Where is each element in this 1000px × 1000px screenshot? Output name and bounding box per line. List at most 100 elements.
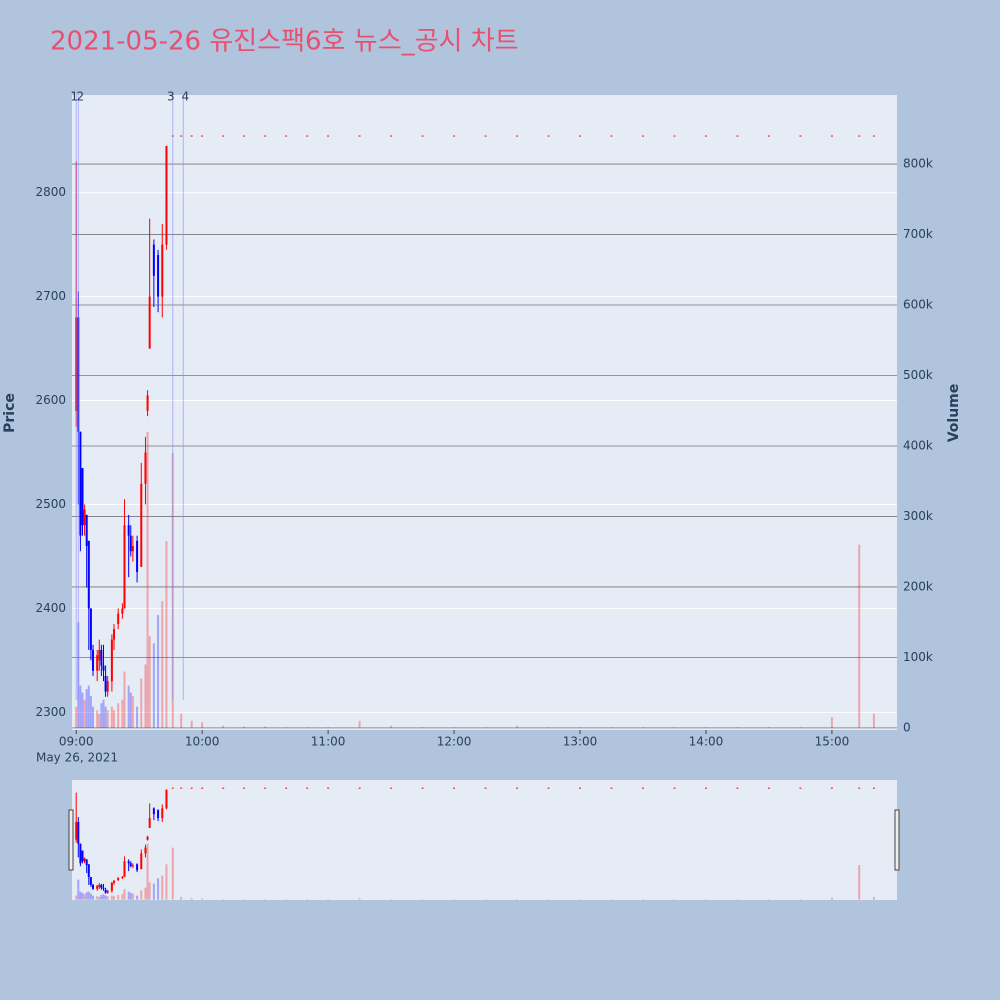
candle-body (484, 135, 487, 137)
candle-body (106, 681, 109, 692)
candle-body (157, 255, 160, 297)
candle-body (390, 135, 393, 137)
candle-body (112, 629, 115, 640)
volume-bar (264, 726, 267, 728)
candle-body (306, 787, 309, 789)
volume-bar (190, 720, 193, 728)
y-axis-title: Price (2, 393, 18, 433)
volume-bar (421, 727, 424, 728)
candle-body (96, 885, 99, 889)
candle-body (117, 613, 120, 624)
volume-bar (641, 899, 644, 900)
volume-bar (421, 899, 424, 900)
volume-bar (736, 899, 739, 900)
candle-body (110, 882, 113, 891)
candle-body (327, 787, 330, 789)
candle-body (157, 810, 160, 819)
volume-bar (98, 896, 101, 900)
volume-bar (484, 727, 487, 728)
candle-body (81, 850, 84, 862)
candle-body (704, 787, 707, 789)
volume-bar (579, 899, 582, 900)
candle-body (79, 431, 82, 536)
candle-body (102, 665, 105, 671)
volume-bar (736, 727, 739, 728)
candle-body (799, 135, 802, 137)
candle-body (736, 135, 739, 137)
candle-body (579, 135, 582, 137)
volume-bar (190, 898, 193, 900)
candle-body (112, 880, 115, 883)
volume-bar (117, 894, 120, 900)
volume-bar (516, 899, 519, 900)
volume-bar (390, 899, 393, 900)
candle-body (872, 135, 875, 137)
volume-bar (358, 898, 361, 900)
volume-bar (100, 703, 103, 728)
volume-bar (140, 678, 143, 728)
volume-bar (75, 706, 78, 728)
volume-bar (83, 894, 86, 900)
volume-bar (285, 899, 288, 900)
volume-bar (136, 706, 139, 728)
volume-bar (79, 891, 82, 900)
y-tick-label: 2300 (35, 705, 66, 719)
candle-body (858, 787, 861, 789)
candle-body (872, 787, 875, 789)
candle-body (453, 787, 456, 789)
volume-bar (171, 847, 174, 900)
candle-body (96, 655, 99, 671)
candle-body (77, 822, 80, 844)
volume-bar (106, 710, 109, 728)
slider-handle[interactable] (68, 809, 74, 871)
candle-body (123, 861, 126, 878)
volume-bar (165, 541, 168, 728)
volume-bar (673, 727, 676, 728)
volume-bar (799, 899, 802, 900)
candle-body (129, 863, 132, 867)
candle-body (131, 546, 134, 552)
volume-bar (144, 664, 147, 728)
candle-body (83, 858, 86, 862)
candle-body (91, 884, 94, 889)
y2-axis-title: Volume (946, 384, 962, 443)
candle-body (547, 135, 550, 137)
candle-body (610, 135, 613, 137)
volume-bar (547, 727, 550, 728)
x-tick-label: 13:00 (563, 735, 598, 749)
candle-body (144, 847, 147, 854)
candle-body (104, 889, 107, 893)
candle-body (140, 483, 143, 567)
candle-body (148, 818, 151, 828)
candle-body (83, 509, 86, 526)
candle-body (285, 135, 288, 137)
candle-body (222, 787, 225, 789)
volume-bar (79, 685, 82, 728)
candle-body (91, 649, 94, 671)
volume-bar (285, 727, 288, 728)
volume-bar (161, 601, 164, 728)
volume-bar (165, 864, 168, 900)
candle-body (830, 787, 833, 789)
volume-bar (136, 895, 139, 900)
volume-bar (830, 897, 833, 900)
volume-bar (121, 699, 124, 728)
volume-bar (112, 710, 115, 728)
slider-handle[interactable] (894, 809, 900, 871)
volume-bar (516, 725, 519, 728)
volume-bar (123, 671, 126, 728)
volume-bar (81, 892, 84, 900)
volume-bar (87, 891, 90, 900)
candle-body (799, 787, 802, 789)
candle-body (767, 135, 770, 137)
range-slider[interactable] (72, 780, 897, 900)
y-tick-label: 2400 (35, 601, 66, 615)
y-tick-label: 2700 (35, 289, 66, 303)
volume-bar (91, 706, 94, 728)
candle-body (673, 787, 676, 789)
volume-bar (243, 899, 246, 900)
volume-bar (81, 692, 84, 728)
candle-body (152, 244, 155, 276)
candle-body (165, 145, 168, 245)
volume-bar (390, 725, 393, 728)
